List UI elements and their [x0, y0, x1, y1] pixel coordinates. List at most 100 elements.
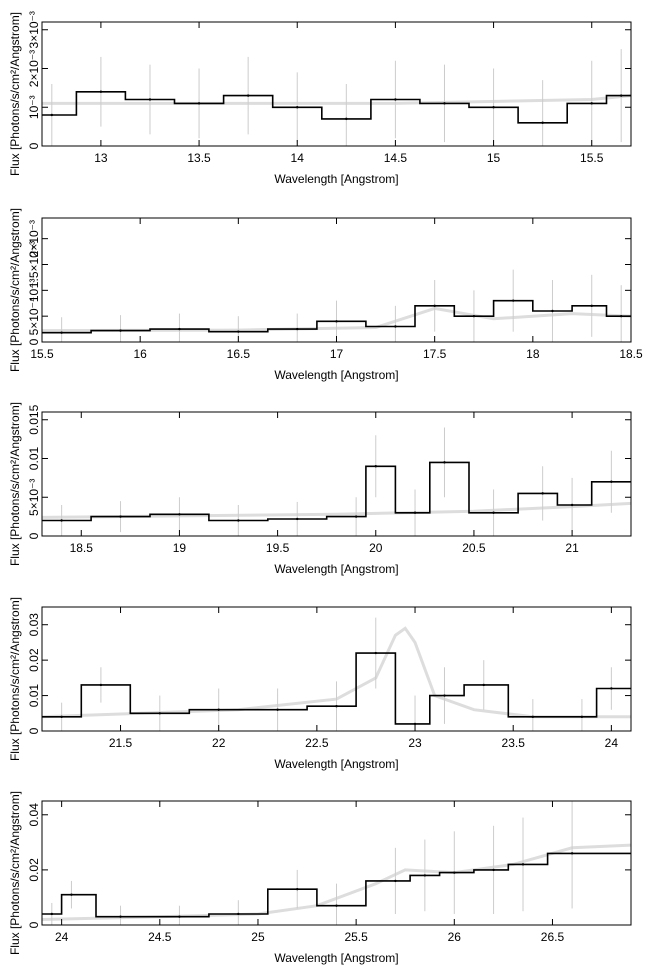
- x-tick-label: 18.5: [70, 541, 94, 555]
- data-point: [119, 329, 122, 332]
- x-axis-label: Wavelength [Angstrom]: [274, 172, 398, 186]
- x-tick-label: 14.5: [384, 151, 408, 165]
- y-tick-label: 0: [27, 921, 41, 928]
- x-tick-label: 21: [565, 541, 579, 555]
- spectrum-panel-3: 18.5 19 19.5 20 20.5 21 0 5×10⁻³ 0.01 0.015 Wavele…: [8, 402, 632, 576]
- data-point: [433, 304, 436, 308]
- data-point: [551, 309, 554, 313]
- data-point: [374, 651, 377, 655]
- y-tick-label: 2×10⁻³: [27, 220, 41, 257]
- y-axis-label: Flux [Photons/s/cm²/Angstrom]: [8, 791, 22, 955]
- y-tick-label: 2×10⁻³: [27, 50, 41, 87]
- data-point: [610, 480, 613, 483]
- plot-area: [42, 617, 631, 731]
- y-axis-label: Flux [Photons/s/cm²/Angstrom]: [8, 597, 22, 761]
- data-point: [541, 121, 544, 124]
- data-point: [590, 102, 593, 105]
- y-tick-label: 10⁻³: [27, 95, 41, 119]
- x-tick-label: 13.5: [187, 151, 211, 165]
- data-point: [531, 715, 535, 719]
- y-tick-label: 0.04: [27, 803, 41, 827]
- data-point: [394, 325, 397, 328]
- x-tick-label: 14: [291, 151, 305, 165]
- x-tick-label: 15.5: [30, 347, 54, 361]
- data-point: [237, 912, 240, 916]
- spectrum-panel-1: 13 13.5 14 14.5 15 15.5 0 10⁻³ 2×10⁻³ 3×10⁻³ Wavel…: [8, 11, 632, 186]
- data-point: [354, 515, 358, 518]
- y-tick-label: 0.03: [27, 613, 41, 637]
- data-point: [237, 330, 240, 333]
- data-point: [158, 712, 161, 715]
- data-point: [453, 871, 456, 874]
- data-point: [246, 94, 250, 97]
- data-point: [70, 893, 73, 896]
- data-point: [492, 106, 495, 109]
- data-point: [570, 503, 574, 507]
- x-tick-label: 20: [369, 541, 383, 555]
- y-tick-label: 1.5×10⁻³: [27, 241, 41, 288]
- data-point: [472, 314, 476, 318]
- x-tick-label: 24: [55, 930, 69, 944]
- data-point: [335, 904, 338, 907]
- y-tick-label: 3×10⁻³: [27, 11, 41, 48]
- x-tick-label: 15.5: [580, 151, 604, 165]
- data-point: [99, 90, 103, 93]
- data-point: [296, 517, 299, 521]
- data-point: [590, 304, 593, 308]
- y-tick-label: 0.015: [27, 404, 41, 434]
- data-point: [570, 852, 574, 855]
- x-tick-label: 20.5: [462, 541, 486, 555]
- data-point: [374, 465, 377, 468]
- data-point: [296, 327, 299, 331]
- x-tick-label: 24: [605, 736, 619, 750]
- data-point: [99, 683, 103, 687]
- data-point: [482, 683, 485, 687]
- data-point: [413, 511, 417, 514]
- data-point: [178, 327, 181, 331]
- data-point: [217, 708, 220, 711]
- data-point: [335, 705, 338, 708]
- data-point: [413, 722, 417, 726]
- data-point: [394, 98, 397, 101]
- y-tick-label: 0: [27, 338, 41, 345]
- y-tick-label: 5×10⁻³: [27, 479, 41, 516]
- x-tick-label: 26.5: [541, 930, 565, 944]
- plot-frame: [41, 411, 632, 537]
- x-tick-label: 17.5: [423, 347, 447, 361]
- spectrum-panel-2: 15.5 16 16.5 17 17.5 18 18.5 0 5×10⁻⁴10⁻³1.5×10⁻…: [8, 208, 643, 382]
- data-point: [119, 915, 122, 918]
- data-point: [619, 314, 623, 318]
- y-tick-label: 5×10⁻⁴: [27, 297, 41, 336]
- x-tick-label: 22.5: [305, 736, 329, 750]
- y-tick-label: 0: [27, 142, 41, 149]
- data-point: [492, 511, 495, 514]
- x-axis-label: Wavelength [Angstrom]: [274, 368, 398, 382]
- x-tick-label: 18.5: [619, 347, 643, 361]
- data-point: [60, 715, 63, 719]
- spectrum-panel-4: 21.5 22 22.5 23 23.5 24 0 0.01 0.02 0.03 Wavelengt…: [8, 597, 632, 771]
- plot-frame: [41, 606, 632, 732]
- y-tick-label: 0.02: [27, 858, 41, 882]
- data-point: [197, 102, 201, 105]
- x-axis-label: Wavelength [Angstrom]: [274, 562, 398, 576]
- x-tick-label: 24.5: [148, 930, 172, 944]
- data-point: [394, 879, 397, 883]
- plot-area: [42, 49, 631, 146]
- data-step-series: [42, 852, 631, 918]
- data-point: [619, 94, 623, 97]
- y-axis-label: Flux [Photons/s/cm²/Angstrom]: [8, 12, 22, 176]
- x-tick-label: 23.5: [502, 736, 526, 750]
- x-tick-label: 21.5: [109, 736, 133, 750]
- plot-area: [42, 801, 631, 925]
- x-tick-label: 18: [526, 347, 540, 361]
- plot-frame: [41, 21, 632, 147]
- data-point: [296, 106, 299, 109]
- x-tick-label: 13: [94, 151, 108, 165]
- data-point: [60, 331, 63, 334]
- data-step-series: [42, 299, 631, 334]
- data-point: [335, 320, 338, 323]
- data-point: [178, 513, 181, 516]
- x-tick-label: 17: [330, 347, 344, 361]
- x-tick-label: 26: [448, 930, 462, 944]
- data-point: [512, 299, 515, 302]
